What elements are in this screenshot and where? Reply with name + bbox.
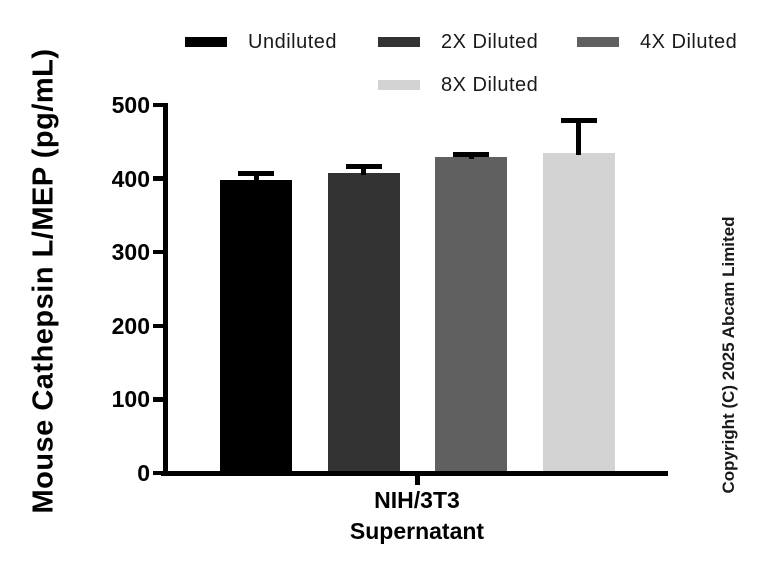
- legend-swatch: [378, 80, 420, 90]
- legend-entry-8x-diluted: 8X Diluted: [378, 73, 539, 96]
- bar-2x-diluted: [327, 172, 400, 473]
- error-bar-cap: [560, 117, 597, 123]
- error-bar-cap: [453, 152, 489, 158]
- y-axis-tick-label: 100: [111, 386, 150, 413]
- error-bar-cap: [238, 170, 274, 176]
- y-axis-tick-label: 0: [137, 460, 150, 486]
- legend-label: 2X Diluted: [441, 30, 539, 53]
- legend-swatch: [577, 37, 619, 47]
- bar-8x-diluted: [542, 152, 615, 473]
- copyright-text: Copyright (C) 2025 Abcam Limited: [719, 216, 738, 494]
- y-axis-title: Mouse Cathepsin L/MEP (pg/mL): [27, 48, 60, 514]
- y-axis-tick: [153, 176, 164, 181]
- error-bar-cap: [345, 163, 382, 169]
- error-bar-stem: [361, 167, 366, 175]
- y-axis-tick-label: 400: [111, 165, 150, 192]
- error-bar-stem: [468, 156, 474, 159]
- x-axis-group-tick: [415, 476, 420, 485]
- x-axis-line: [161, 471, 668, 476]
- legend-entry-2x-diluted: 2X Diluted: [378, 30, 539, 53]
- error-bar-stem: [253, 174, 259, 183]
- legend-entry-undiluted: Undiluted: [185, 30, 338, 53]
- y-axis-tick: [153, 397, 164, 402]
- legend-label: 8X Diluted: [441, 73, 539, 96]
- y-axis-line: [163, 103, 168, 476]
- legend-swatch: [378, 37, 420, 47]
- y-axis-tick-label: 200: [111, 312, 150, 339]
- legend-label: 4X Diluted: [640, 30, 738, 53]
- y-axis-tick: [153, 323, 164, 329]
- x-axis-title-line1: NIH/3T3: [374, 487, 460, 513]
- x-axis-title: NIH/3T3 Supernatant: [350, 485, 484, 547]
- bar-undiluted: [220, 180, 292, 473]
- legend-entry-4x-diluted: 4X Diluted: [577, 30, 738, 53]
- bar-4x-diluted: [435, 156, 507, 473]
- y-axis-tick: [153, 102, 164, 108]
- error-bar-stem: [576, 121, 581, 155]
- legend-label: Undiluted: [248, 30, 338, 53]
- y-axis-tick-label: 300: [111, 239, 150, 266]
- y-axis-tick: [153, 470, 164, 476]
- x-axis-title-line2: Supernatant: [349, 518, 485, 544]
- legend-swatch: [185, 37, 227, 47]
- y-axis-tick-label: 500: [111, 92, 150, 118]
- y-axis-tick: [153, 249, 164, 255]
